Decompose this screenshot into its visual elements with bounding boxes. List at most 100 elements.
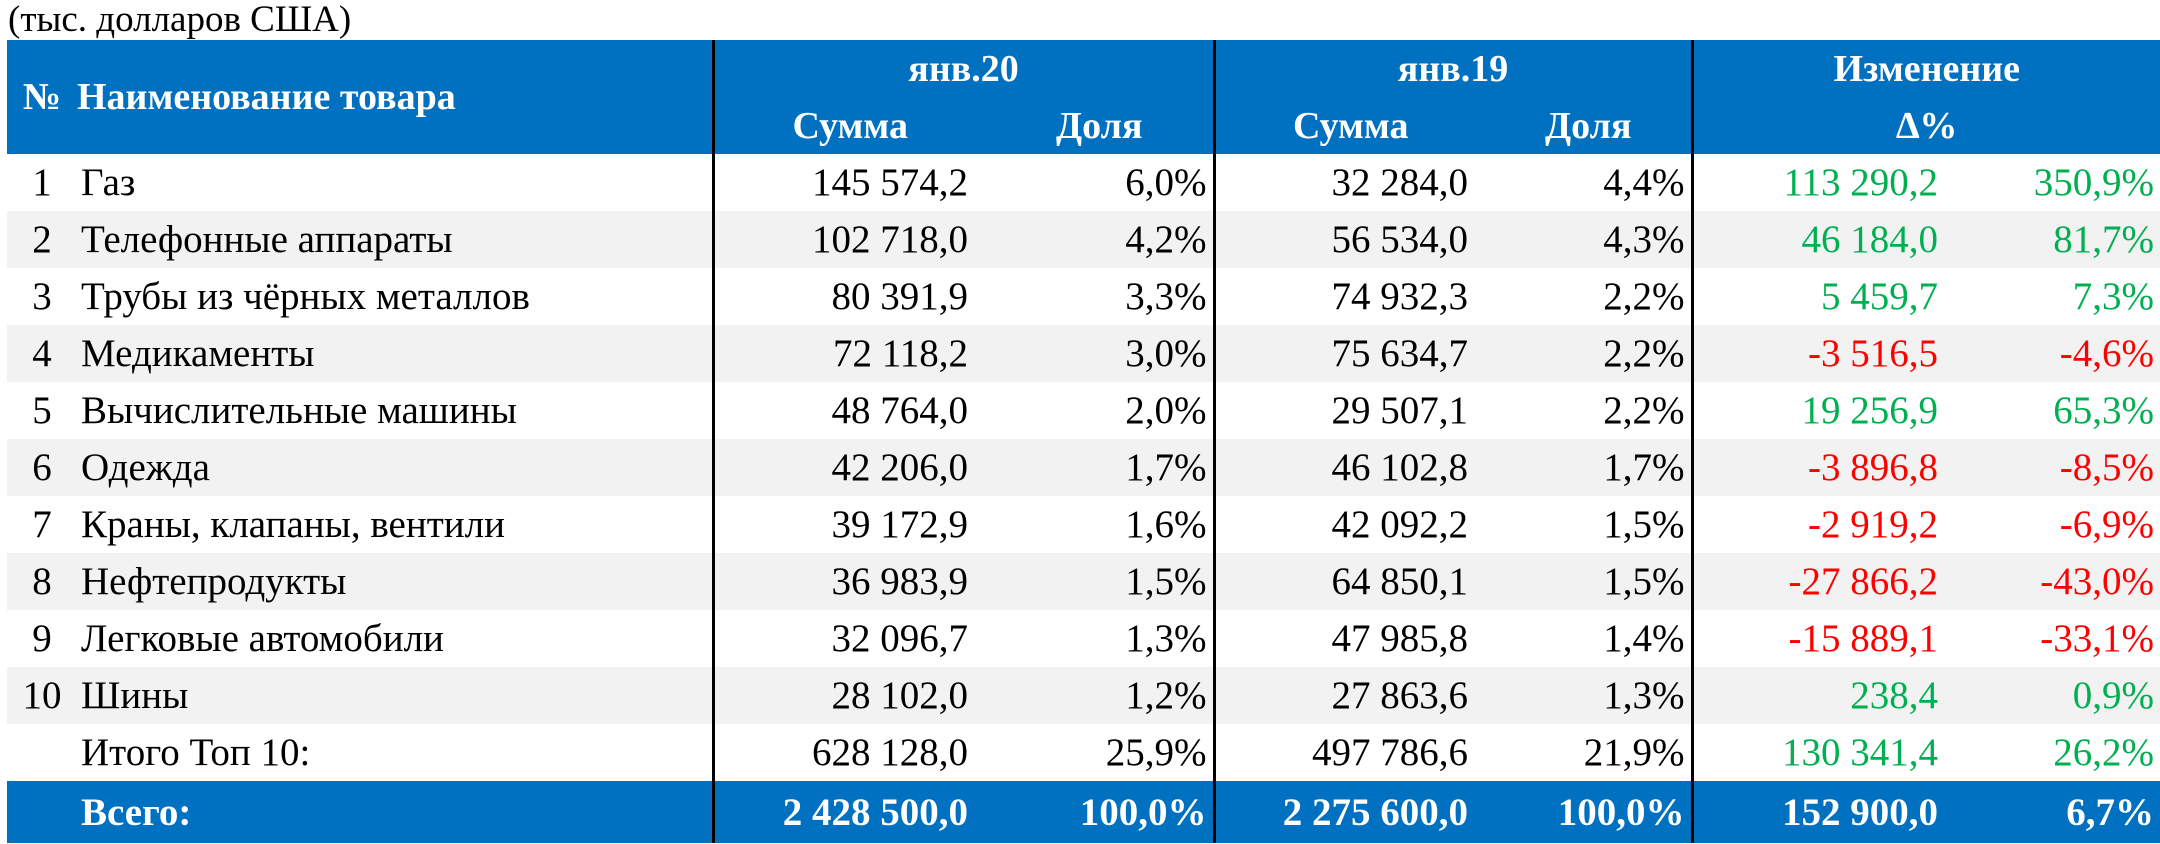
total-label: Всего:	[77, 781, 713, 843]
row-sum-jan20: 80 391,9	[711, 268, 986, 325]
row-change-pct: 0,9%	[1956, 667, 2160, 724]
row-num: 10	[7, 667, 77, 724]
row-share-jan20: 2,0%	[1125, 389, 1207, 432]
row-change-pct: -43,0%	[1956, 553, 2160, 610]
row-change: 5 459,7	[1690, 268, 1957, 325]
row-share-jan20: 1,7%	[986, 439, 1215, 496]
total-sum-jan19: 2 275 600,0	[1212, 781, 1487, 843]
row-num: 6	[7, 439, 77, 496]
row-sum-jan19: 42 092,2	[1212, 496, 1487, 553]
row-change: -3 896,8	[1690, 439, 1957, 496]
sum-jan20-header: Сумма	[711, 98, 986, 154]
row-change-pct: -33,1%	[2040, 617, 2155, 660]
total-row: Всего: 2 428 500,0 100,0% 2 275 600,0 10…	[7, 781, 2160, 843]
row-share-jan19: 1,3%	[1486, 667, 1693, 724]
unit-note: (тыс. долларов США)	[8, 0, 352, 40]
table-row: 4 Медикаменты 72 118,2 3,0% 75 634,7 2,2% -3 5…	[7, 325, 2160, 382]
row-share-jan19: 21,9%	[1583, 731, 1685, 774]
row-change-pct: 81,7%	[1956, 211, 2160, 268]
row-share-jan19: 2,2%	[1486, 325, 1693, 382]
row-change: -2 919,2	[1690, 496, 1957, 553]
row-num: 3	[32, 275, 52, 318]
row-name: Вычислительные машины	[81, 389, 517, 432]
row-change: -3 516,5	[1690, 325, 1957, 382]
imports-table: № Наименование товара янв.20 янв.19 Изме…	[7, 40, 2160, 843]
row-name: Газ	[81, 161, 136, 204]
row-share-jan19: 4,3%	[1486, 211, 1693, 268]
row-share-jan19: 1,5%	[1603, 503, 1685, 546]
row-name: Трубы из чёрных металлов	[81, 275, 530, 318]
period-jan19-header: янв.19	[1212, 40, 1693, 98]
sum-jan19-header: Сумма	[1212, 98, 1487, 154]
row-sum-jan19: 56 534,0	[1212, 211, 1487, 268]
row-sum-jan19: 75 634,7	[1212, 325, 1487, 382]
row-num: 1	[32, 161, 52, 204]
change-header: Изменение	[1690, 40, 2160, 98]
row-share-jan19: 2,2%	[1603, 389, 1685, 432]
row-share-jan19: 1,4%	[1603, 617, 1685, 660]
row-change: 113 290,2	[1690, 154, 1957, 211]
row-name: Легковые автомобили	[81, 617, 444, 660]
row-sum-jan20: 48 764,0	[711, 382, 986, 439]
row-share-jan20: 1,5%	[986, 553, 1215, 610]
row-num: 8	[7, 553, 77, 610]
row-change: 130 341,4	[1690, 724, 1957, 781]
row-share-jan20: 1,6%	[1125, 503, 1207, 546]
row-share-jan20: 3,3%	[1125, 275, 1207, 318]
row-num: 5	[32, 389, 52, 432]
row-sum-jan20: 28 102,0	[711, 667, 986, 724]
row-share-jan20: 1,3%	[1125, 617, 1207, 660]
row-share-jan19: 4,4%	[1603, 161, 1685, 204]
total-sum-jan20: 2 428 500,0	[711, 781, 986, 843]
row-name: Одежда	[77, 439, 713, 496]
total-change-pct: 6,7%	[1956, 781, 2160, 843]
row-change: 19 256,9	[1690, 382, 1957, 439]
row-name: Медикаменты	[77, 325, 713, 382]
row-name: Итого Топ 10:	[81, 731, 311, 774]
row-share-jan20: 6,0%	[1125, 161, 1207, 204]
row-sum-jan19: 47 985,8	[1212, 610, 1487, 667]
table-row: 7 Краны, клапаны, вентили 39 172,9 1,6% 42 0…	[7, 496, 2160, 553]
table-row: 6 Одежда 42 206,0 1,7% 46 102,8 1,7% -3 896,8-…	[7, 439, 2160, 496]
row-sum-jan19: 64 850,1	[1212, 553, 1487, 610]
delta-pct-header: ∆%	[1690, 98, 2160, 154]
row-change: -27 866,2	[1690, 553, 1957, 610]
row-change-pct: 350,9%	[2033, 161, 2155, 204]
table-row: 8 Нефтепродукты 36 983,9 1,5% 64 850,1 1,5% -2…	[7, 553, 2160, 610]
row-change: -15 889,1	[1690, 610, 1957, 667]
row-sum-jan20: 72 118,2	[711, 325, 986, 382]
row-share-jan19: 2,2%	[1603, 275, 1685, 318]
row-change-pct: -4,6%	[1956, 325, 2160, 382]
row-share-jan20: 4,2%	[986, 211, 1215, 268]
row-change-pct: 65,3%	[2053, 389, 2155, 432]
row-sum-jan20: 145 574,2	[711, 154, 986, 211]
row-sum-jan19: 497 786,6	[1212, 724, 1487, 781]
row-sum-jan20: 102 718,0	[711, 211, 986, 268]
row-name: Телефонные аппараты	[77, 211, 713, 268]
row-change-pct: 7,3%	[2072, 275, 2155, 318]
row-change: 46 184,0	[1690, 211, 1957, 268]
row-sum-jan20: 36 983,9	[711, 553, 986, 610]
total-change: 152 900,0	[1690, 781, 1957, 843]
row-name: Шины	[77, 667, 713, 724]
total-share-jan20: 100,0%	[986, 781, 1215, 843]
table-row: 9 Легковые автомобили 32 096,7 1,3% 47 985,8…	[7, 610, 2160, 667]
row-share-jan20: 3,0%	[986, 325, 1215, 382]
total-num	[7, 781, 77, 843]
row-change-pct: 26,2%	[2053, 731, 2155, 774]
row-num: 4	[7, 325, 77, 382]
row-share-jan20: 1,2%	[986, 667, 1215, 724]
table-row: Итого Топ 10: 628 128,0 25,9% 497 786,6 21,9…	[7, 724, 2160, 781]
col-name-header: Наименование товара	[77, 40, 713, 154]
table-row: 10 Шины 28 102,0 1,2% 27 863,6 1,3% 238,4 0,9%	[7, 667, 2160, 724]
row-change: 238,4	[1690, 667, 1957, 724]
share-jan19-header: Доля	[1486, 98, 1693, 154]
row-sum-jan20: 39 172,9	[711, 496, 986, 553]
col-num-header: №	[7, 40, 77, 154]
row-num: 7	[32, 503, 52, 546]
row-change-pct: -6,9%	[2059, 503, 2155, 546]
row-sum-jan19: 46 102,8	[1212, 439, 1487, 496]
row-share-jan19: 1,5%	[1486, 553, 1693, 610]
row-num: 2	[7, 211, 77, 268]
share-jan20-header: Доля	[986, 98, 1215, 154]
